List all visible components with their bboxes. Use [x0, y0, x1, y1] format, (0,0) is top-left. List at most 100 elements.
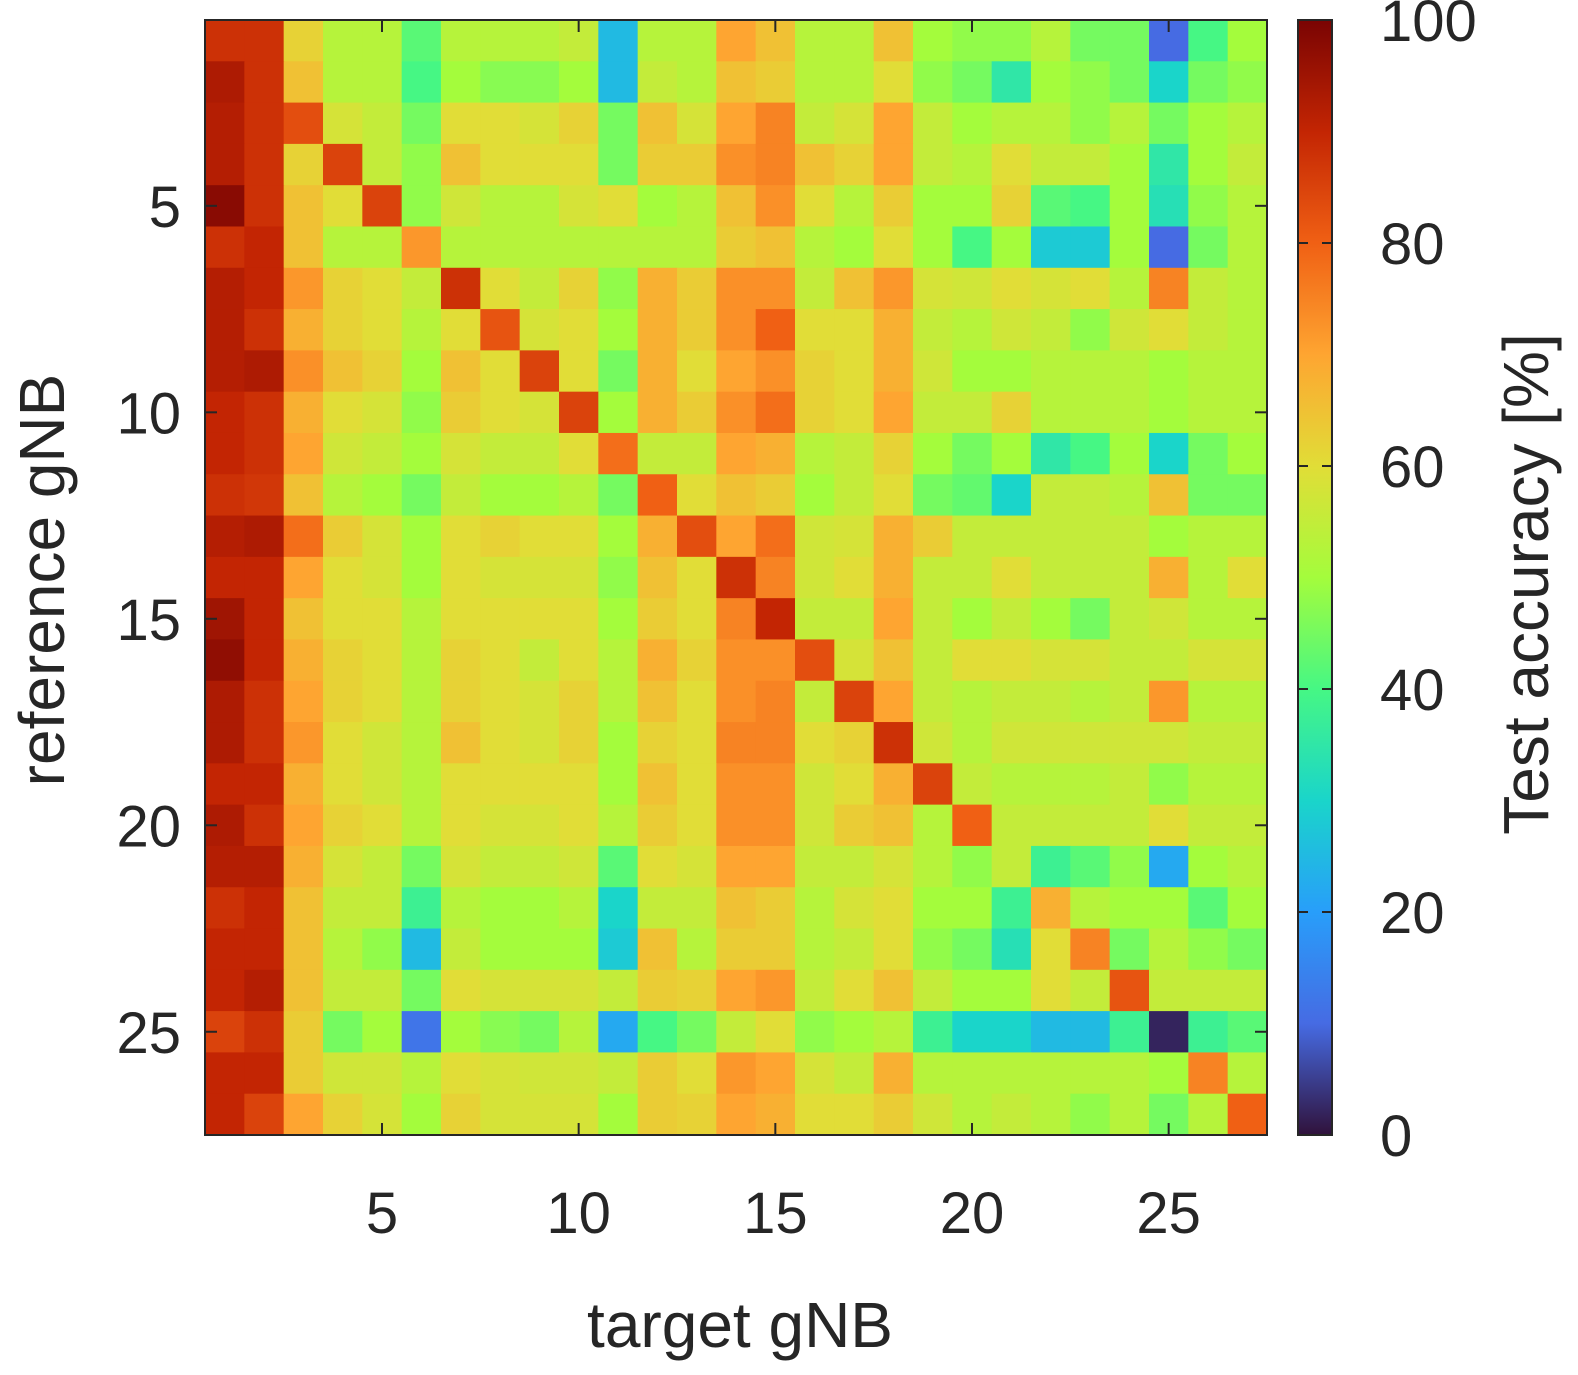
heatmap-cell	[441, 763, 481, 806]
heatmap-cell	[795, 226, 835, 269]
heatmap-cell	[244, 185, 285, 228]
heatmap-cell	[834, 185, 875, 228]
heatmap-cell	[441, 969, 481, 1012]
heatmap-cell	[205, 845, 245, 888]
heatmap-cell	[1149, 1052, 1189, 1095]
heatmap-cell	[1227, 20, 1268, 62]
heatmap-cell	[834, 680, 875, 723]
heatmap-cell	[480, 515, 521, 558]
heatmap-cell	[362, 722, 403, 764]
heatmap-cell	[205, 1052, 245, 1095]
heatmap-cell	[1149, 804, 1189, 847]
heatmap-cell	[952, 226, 993, 269]
heatmap-cell	[1149, 226, 1189, 269]
colorbar-tick-label: 20	[1380, 881, 1445, 946]
heatmap-cell	[401, 61, 442, 104]
heatmap-cell	[913, 391, 953, 434]
colorbar-tick-label: 60	[1380, 435, 1445, 500]
heatmap-cell	[677, 391, 717, 434]
heatmap-cell	[1188, 143, 1229, 186]
colorbar	[1297, 19, 1333, 1136]
heatmap-cell	[637, 185, 678, 228]
heatmap-cell	[401, 598, 442, 641]
heatmap-cell	[873, 1011, 914, 1054]
heatmap-cell	[244, 309, 285, 351]
heatmap-cell	[1070, 391, 1111, 434]
heatmap-cell	[559, 639, 599, 682]
heatmap-cell	[559, 1011, 599, 1054]
heatmap-cell	[677, 598, 717, 641]
heatmap-cell	[559, 515, 599, 558]
heatmap-cell	[519, 845, 560, 888]
heatmap-cell	[244, 391, 285, 434]
heatmap-cell	[1109, 804, 1150, 847]
heatmap-cell	[283, 102, 324, 145]
heatmap-cell	[244, 969, 285, 1012]
heatmap-cell	[755, 350, 796, 393]
heatmap-cell	[1227, 887, 1268, 930]
heatmap-cell	[598, 804, 639, 847]
heatmap-cell	[1149, 350, 1189, 393]
heatmap-cell	[598, 1011, 639, 1054]
heatmap-cell	[873, 639, 914, 682]
heatmap-cell	[834, 969, 875, 1012]
heatmap-cell	[834, 61, 875, 104]
heatmap-cell	[362, 845, 403, 888]
heatmap-cell	[205, 226, 245, 269]
heatmap-cell	[1109, 639, 1150, 682]
heatmap-cell	[1227, 1093, 1268, 1136]
heatmap-cell	[598, 639, 639, 682]
heatmap-cell	[795, 1052, 835, 1095]
heatmap-cell	[401, 350, 442, 393]
heatmap-cell	[913, 102, 953, 145]
heatmap-cell	[1227, 845, 1268, 888]
heatmap-cell	[519, 763, 560, 806]
heatmap-cell	[480, 350, 521, 393]
heatmap-cell	[1031, 969, 1071, 1012]
heatmap-cell	[1070, 969, 1111, 1012]
heatmap-cell	[716, 102, 757, 145]
heatmap-cell	[362, 226, 403, 269]
heatmap-cell	[873, 680, 914, 723]
heatmap-cell	[991, 845, 1032, 888]
heatmap-cell	[1031, 226, 1071, 269]
heatmap-cell	[480, 763, 521, 806]
heatmap-cell	[1188, 350, 1229, 393]
colorbar-tick-label: 40	[1380, 658, 1445, 723]
heatmap-cell	[1149, 722, 1189, 764]
heatmap-cell	[873, 350, 914, 393]
heatmap-cell	[1031, 309, 1071, 351]
heatmap-cell	[716, 226, 757, 269]
heatmap-cell	[991, 1052, 1032, 1095]
heatmap-cell	[1031, 102, 1071, 145]
heatmap-cell	[598, 515, 639, 558]
heatmap-cell	[913, 309, 953, 351]
heatmap-cell	[598, 309, 639, 351]
heatmap-cell	[401, 432, 442, 475]
heatmap-cell	[834, 267, 875, 310]
heatmap-cell	[323, 639, 363, 682]
heatmap-cell	[205, 763, 245, 806]
heatmap-cell	[323, 20, 363, 62]
heatmap-cell	[1109, 722, 1150, 764]
heatmap-cell	[401, 722, 442, 764]
heatmap-cell	[519, 722, 560, 764]
heatmap-cell	[991, 102, 1032, 145]
y-axis-ticks: 5 10 15 20 25	[116, 175, 1267, 1066]
heatmap-cell	[637, 969, 678, 1012]
heatmap-cell	[952, 350, 993, 393]
heatmap-cell	[598, 556, 639, 599]
heatmap-cell	[795, 432, 835, 475]
heatmap-cell	[913, 61, 953, 104]
heatmap-cell	[244, 1011, 285, 1054]
heatmap-cell	[1188, 680, 1229, 723]
heatmap-cell	[1188, 515, 1229, 558]
heatmap-cell	[1149, 102, 1189, 145]
heatmap-cell	[873, 804, 914, 847]
heatmap-cell	[834, 887, 875, 930]
heatmap-cell	[323, 969, 363, 1012]
heatmap-cell	[716, 185, 757, 228]
heatmap-cell	[401, 185, 442, 228]
heatmap-cell	[952, 1011, 993, 1054]
